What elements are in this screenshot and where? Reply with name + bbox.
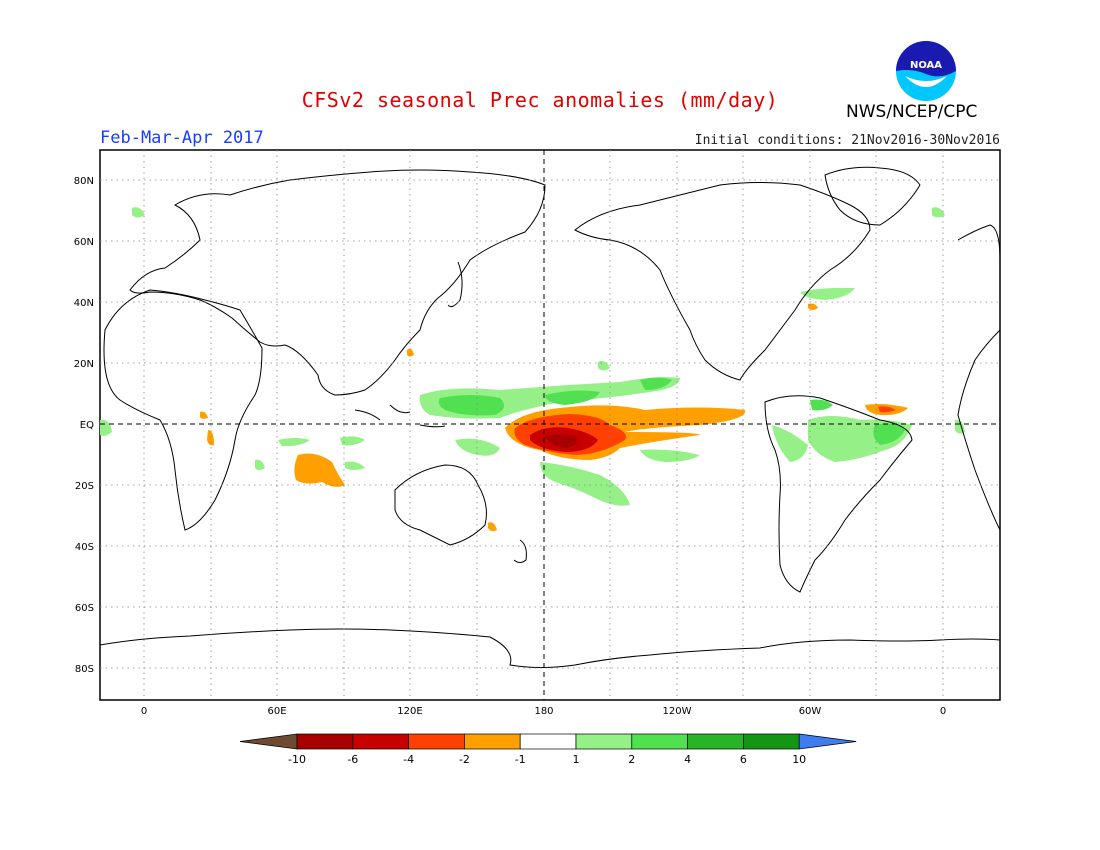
anomaly-lightgreen-natlantic [800,287,855,300]
lat-label: 80S [75,664,94,675]
anomaly-orange-westafrica [200,411,208,419]
antarctica-outline [99,628,1001,668]
colorbar-label: 4 [684,753,691,766]
lon-label: 0 [940,706,946,717]
anomaly-green-wpac [438,395,504,416]
colorbar-label: -6 [347,753,358,766]
agency-label: NWS/NCEP/CPC [846,102,978,122]
lon-label: 120E [397,706,422,717]
anomaly-lightgreen-indian1 [278,438,310,447]
colorbar-label: 2 [628,753,635,766]
africa-east-outline [957,224,1001,531]
colorbar-swatch [687,733,744,750]
new-zealand-outline [513,539,527,563]
forecast-period: Feb-Mar-Apr 2017 [100,128,264,148]
grid-lines [100,150,1000,700]
anomaly-lightgreen-indian3 [345,461,365,470]
colorbar-label: 6 [740,753,747,766]
australia-outline [394,464,487,546]
lat-label: 60N [74,237,94,248]
lat-label: 20S [75,481,94,492]
colorbar-arrow-low [239,733,298,750]
colorbar-label: -4 [403,753,414,766]
colorbar-swatch [408,733,465,750]
colorbar-arrow-high [798,733,857,750]
colorbar-label: -2 [459,753,470,766]
anomaly-green-venezuela [810,399,833,411]
longitude-labels: 0 60E 120E 180 120W 60W 0 [141,706,946,717]
coastlines [99,166,1001,668]
anomaly-green-brazil [873,423,905,445]
lat-label: EQ [80,420,94,431]
anomaly-lightgreen-png [455,438,500,456]
lon-label: 60W [799,706,822,717]
lon-label: 60E [267,706,286,717]
lon-label: 0 [141,706,147,717]
colorbar-swatch [296,733,354,750]
indonesia-outline [354,404,446,428]
colorbar-swatch [464,733,521,750]
anomaly-deepred-pacific [545,434,578,448]
eurasia-outline [129,169,546,396]
colorbar-swatch [631,733,688,750]
lat-label: 20N [74,359,94,370]
colorbar-label: 1 [573,753,580,766]
map-title: CFSv2 seasonal Prec anomalies (mm/day) [301,88,779,112]
anomaly-shading [100,207,965,532]
anomaly-lightgreen-indian2 [340,436,365,446]
anomaly-lightgreen-spcz2 [640,449,700,462]
colorbar-swatch [519,733,577,750]
lat-label: 80N [74,176,94,187]
anomaly-lightgreen-spcz [540,462,630,506]
anomaly-green-wpac3 [640,377,672,390]
lon-label: 180 [534,706,553,717]
colorbar-label: -1 [515,753,526,766]
lon-label: 120W [663,706,692,717]
japan-outline [447,261,463,308]
lat-label: 40S [75,542,94,553]
anomaly-orange-nz [488,522,497,532]
anomaly-lightgreen-amazon [772,425,808,462]
colorbar-label: 10 [792,753,806,766]
anomaly-orange-congo [207,430,214,446]
north-america-outline [574,182,871,381]
noaa-logo-text: NOAA [910,60,942,71]
colorbar: -10 -6 -4 -2 -1 1 2 4 6 10 [239,733,857,766]
colorbar-swatch [743,733,800,750]
anomaly-lightgreen-nord [132,207,145,218]
colorbar-swatch [575,733,633,750]
anomaly-orange-indian [294,453,345,487]
anomaly-lightgreen-madagascar [255,459,265,470]
colorbar-label: -10 [288,753,306,766]
africa-outline [103,289,263,531]
noaa-logo: NOAA [896,41,956,101]
lat-label: 60S [75,603,94,614]
initial-conditions: Initial conditions: 21Nov2016-30Nov2016 [694,133,1000,148]
latitude-labels: 80N 60N 40N 20N EQ 20S 40S 60S 80S [74,176,94,675]
anomaly-lightgreen-nord2 [932,207,945,218]
colorbar-swatch [352,733,409,750]
anomaly-red-atlantic [878,406,896,413]
greenland-outline [824,166,921,226]
anomaly-orange-natlantic [808,303,818,310]
lat-label: 40N [74,298,94,309]
anomaly-green-wpac2 [545,390,600,405]
anomaly-orange-china [407,348,414,357]
south-america-outline [764,395,913,593]
